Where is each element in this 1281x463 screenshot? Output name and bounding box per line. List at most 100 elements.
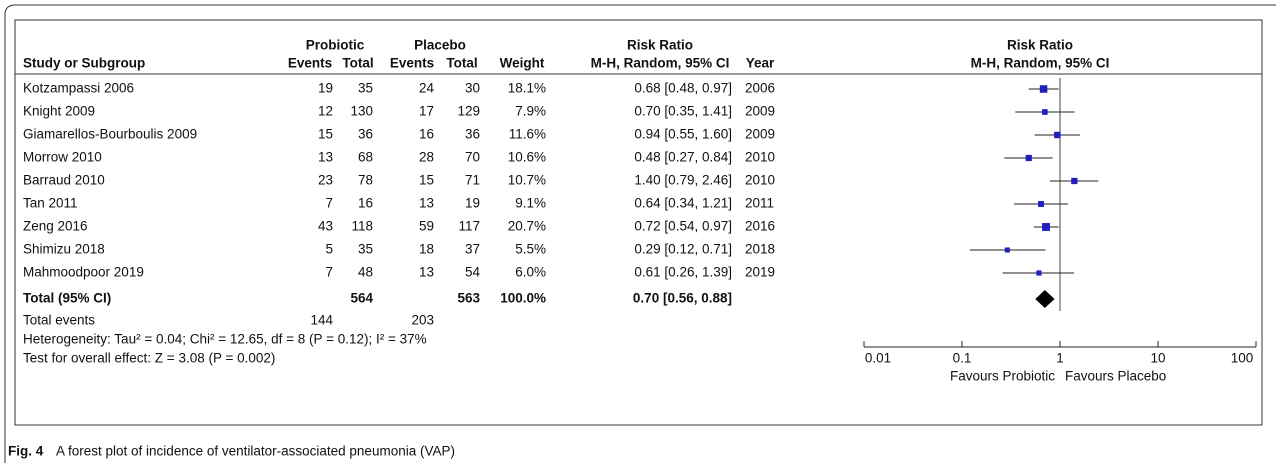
total-cell: 564 xyxy=(350,291,373,306)
table-cell: 7 xyxy=(325,196,333,211)
table-cell: Shimizu 2018 xyxy=(23,242,105,257)
table-cell: 2016 xyxy=(745,219,775,234)
column-header: Weight xyxy=(500,56,545,71)
table-cell: 13 xyxy=(419,196,434,211)
table-cell: 117 xyxy=(458,219,480,234)
table-cell: 37 xyxy=(465,242,480,257)
table-cell: 10.6% xyxy=(508,150,546,165)
table-cell: 0.70 [0.35, 1.41] xyxy=(634,104,732,119)
table-cell: 130 xyxy=(350,104,373,119)
plot-panel xyxy=(14,19,1263,426)
table-cell: 28 xyxy=(419,150,434,165)
table-cell: Knight 2009 xyxy=(23,104,95,119)
table-cell: 2011 xyxy=(745,196,774,211)
table-cell: 0.94 [0.55, 1.60] xyxy=(634,127,732,142)
total-events: 144 xyxy=(310,313,333,328)
table-cell: 15 xyxy=(318,127,333,142)
table-cell: 13 xyxy=(419,265,434,280)
table-cell: 18.1% xyxy=(508,81,546,96)
table-cell: 16 xyxy=(419,127,434,142)
table-cell: 19 xyxy=(318,81,333,96)
table-cell: 35 xyxy=(358,242,373,257)
table-cell: 2006 xyxy=(745,81,775,96)
table-cell: 35 xyxy=(358,81,373,96)
x-label-right: Favours Placebo xyxy=(1065,369,1166,384)
pooled-diamond xyxy=(1035,290,1055,308)
table-cell: 5.5% xyxy=(515,242,546,257)
table-cell: 13 xyxy=(318,150,333,165)
table-cell: 0.72 [0.54, 0.97] xyxy=(634,219,732,234)
table-cell: 7 xyxy=(325,265,333,280)
table-cell: Kotzampassi 2006 xyxy=(23,81,134,96)
overall-effect: Test for overall effect: Z = 3.08 (P = 0… xyxy=(23,351,275,366)
table-cell: 7.9% xyxy=(515,104,546,119)
table-cell: 0.64 [0.34, 1.21] xyxy=(634,196,732,211)
table-cell: 43 xyxy=(318,219,333,234)
point-estimate xyxy=(1004,247,1010,253)
column-header: Study or Subgroup xyxy=(23,56,145,71)
x-tick-label: 0.1 xyxy=(953,351,972,366)
table-cell: 1.40 [0.79, 2.46] xyxy=(634,173,732,188)
table-cell: 2019 xyxy=(745,265,775,280)
table-cell: Barraud 2010 xyxy=(23,173,105,188)
table-cell: 16 xyxy=(358,196,373,211)
table-cell: 0.61 [0.26, 1.39] xyxy=(634,265,732,280)
table-cell: 59 xyxy=(419,219,434,234)
table-cell: Giamarellos-Bourboulis 2009 xyxy=(23,127,197,142)
table-cell: 2018 xyxy=(745,242,775,257)
table-cell: 6.0% xyxy=(515,265,546,280)
table-cell: 71 xyxy=(465,173,480,188)
table-cell: 30 xyxy=(465,81,480,96)
group-header: Risk Ratio xyxy=(1007,38,1073,53)
column-header: Year xyxy=(746,56,775,71)
column-header: M-H, Random, 95% CI xyxy=(591,56,730,71)
column-header: M-H, Random, 95% CI xyxy=(971,56,1110,71)
table-cell: 18 xyxy=(419,242,434,257)
table-cell: 19 xyxy=(465,196,480,211)
table-cell: 23 xyxy=(318,173,333,188)
table-cell: 2010 xyxy=(745,173,775,188)
table-cell: Tan 2011 xyxy=(23,196,78,211)
table-cell: 54 xyxy=(465,265,481,280)
group-header: Probiotic xyxy=(306,38,365,53)
group-header: Risk Ratio xyxy=(627,38,693,53)
table-cell: 12 xyxy=(318,104,333,119)
column-header: Total xyxy=(342,56,373,71)
x-tick-label: 10 xyxy=(1150,351,1165,366)
total-label: Total (95% CI) xyxy=(23,291,111,306)
table-cell: 78 xyxy=(358,173,373,188)
table-cell: 0.68 [0.48, 0.97] xyxy=(634,81,732,96)
x-tick-label: 100 xyxy=(1231,351,1254,366)
table-cell: 24 xyxy=(419,81,435,96)
table-cell: 2009 xyxy=(745,127,775,142)
x-label-left: Favours Probiotic xyxy=(950,369,1055,384)
x-tick-label: 1 xyxy=(1056,351,1064,366)
table-cell: 2010 xyxy=(745,150,775,165)
table-cell: 36 xyxy=(358,127,373,142)
x-tick-label: 0.01 xyxy=(865,351,891,366)
caption: A forest plot of incidence of ventilator… xyxy=(56,444,455,459)
table-cell: 9.1% xyxy=(515,196,546,211)
total-cell: 0.70 [0.56, 0.88] xyxy=(633,291,732,306)
heterogeneity: Heterogeneity: Tau² = 0.04; Chi² = 12.65… xyxy=(23,332,427,347)
figure-border xyxy=(4,4,1276,463)
group-header: Placebo xyxy=(414,38,466,53)
total-cell: 563 xyxy=(457,291,480,306)
point-estimate xyxy=(1036,270,1042,276)
table-cell: 36 xyxy=(465,127,480,142)
table-cell: 0.29 [0.12, 0.71] xyxy=(634,242,732,257)
column-header: Events xyxy=(288,56,332,71)
point-estimate xyxy=(1054,131,1061,139)
point-estimate xyxy=(1039,85,1048,93)
point-estimate xyxy=(1038,201,1044,207)
table-cell: Mahmoodpoor 2019 xyxy=(23,265,144,280)
caption-label: Fig. 4 xyxy=(8,444,44,459)
table-cell: 11.6% xyxy=(509,127,546,142)
table-cell: 129 xyxy=(457,104,480,119)
table-cell: 68 xyxy=(358,150,373,165)
table-cell: Zeng 2016 xyxy=(23,219,88,234)
table-cell: 20.7% xyxy=(508,219,546,234)
table-cell: 48 xyxy=(358,265,373,280)
table-cell: 118 xyxy=(351,219,373,234)
